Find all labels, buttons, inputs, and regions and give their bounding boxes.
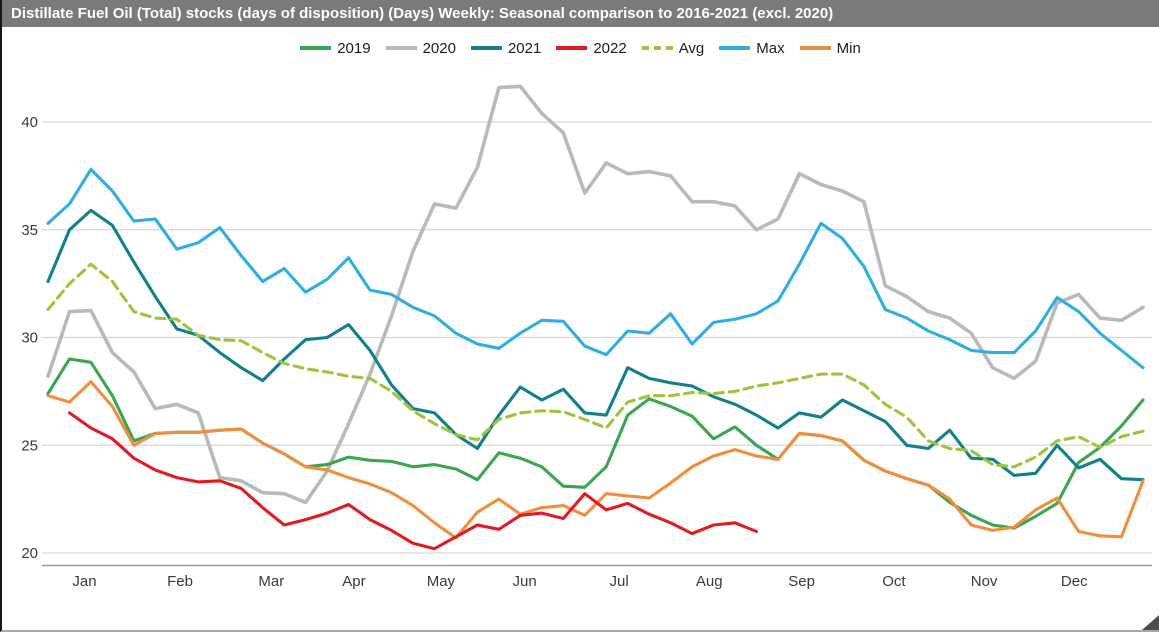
x-axis-label: Jun: [513, 573, 537, 590]
y-axis-label: 20: [21, 545, 38, 562]
line-swatch-icon: [799, 46, 831, 50]
series-max-line: [46, 167, 1145, 370]
legend-label: 2020: [422, 39, 456, 57]
legend-label: Avg: [678, 39, 705, 57]
legend-label: 2022: [593, 39, 627, 57]
chart-title: Distillate Fuel Oil (Total) stocks (days…: [2, 0, 1159, 27]
legend-label: Min: [836, 39, 861, 57]
line-swatch-icon: [300, 46, 332, 50]
series-2022-line: [67, 411, 759, 551]
x-axis-label: Oct: [882, 573, 906, 590]
x-axis-label: Jul: [610, 573, 629, 590]
line-swatch-icon: [385, 46, 417, 50]
chart-legend: 2019 2020 2021 2022 Avg Max Min: [2, 38, 1159, 58]
x-axis-label: Dec: [1061, 573, 1088, 590]
y-axis-label: 35: [21, 222, 38, 239]
legend-item-2021[interactable]: 2021: [470, 39, 542, 57]
legend-label: 2021: [507, 39, 542, 57]
legend-item-max[interactable]: Max: [719, 39, 785, 57]
legend-item-2019[interactable]: 2019: [300, 39, 371, 57]
x-axis-label: Nov: [971, 573, 998, 590]
x-axis-label: Mar: [258, 573, 284, 590]
x-axis-label: May: [427, 573, 456, 590]
series-min-line: [46, 380, 1145, 540]
legend-item-avg[interactable]: Avg: [641, 39, 705, 57]
x-axis-label: Jan: [72, 573, 96, 590]
y-axis-label: 40: [21, 114, 38, 131]
line-swatch-icon: [556, 46, 588, 50]
line-swatch-icon: [719, 46, 751, 50]
legend-label: 2019: [337, 39, 371, 57]
x-axis-label: Sep: [788, 573, 815, 590]
series-2021-line: [46, 208, 1145, 482]
series-avg-line: [46, 262, 1145, 469]
line-swatch-icon: [470, 46, 502, 50]
legend-item-2020[interactable]: 2020: [385, 39, 456, 57]
x-axis-label: Feb: [167, 573, 193, 590]
y-axis-label: 30: [21, 330, 38, 347]
legend-label: Max: [756, 39, 785, 57]
legend-item-2022[interactable]: 2022: [556, 39, 627, 57]
series-2020-line: [46, 84, 1145, 505]
x-axis-label: Apr: [342, 573, 365, 590]
x-axis-label: Aug: [696, 573, 723, 590]
legend-item-min[interactable]: Min: [799, 39, 861, 57]
resize-grip-icon[interactable]: [1142, 615, 1159, 630]
dashed-line-swatch-icon: [641, 46, 673, 50]
y-axis-label: 25: [21, 437, 38, 454]
